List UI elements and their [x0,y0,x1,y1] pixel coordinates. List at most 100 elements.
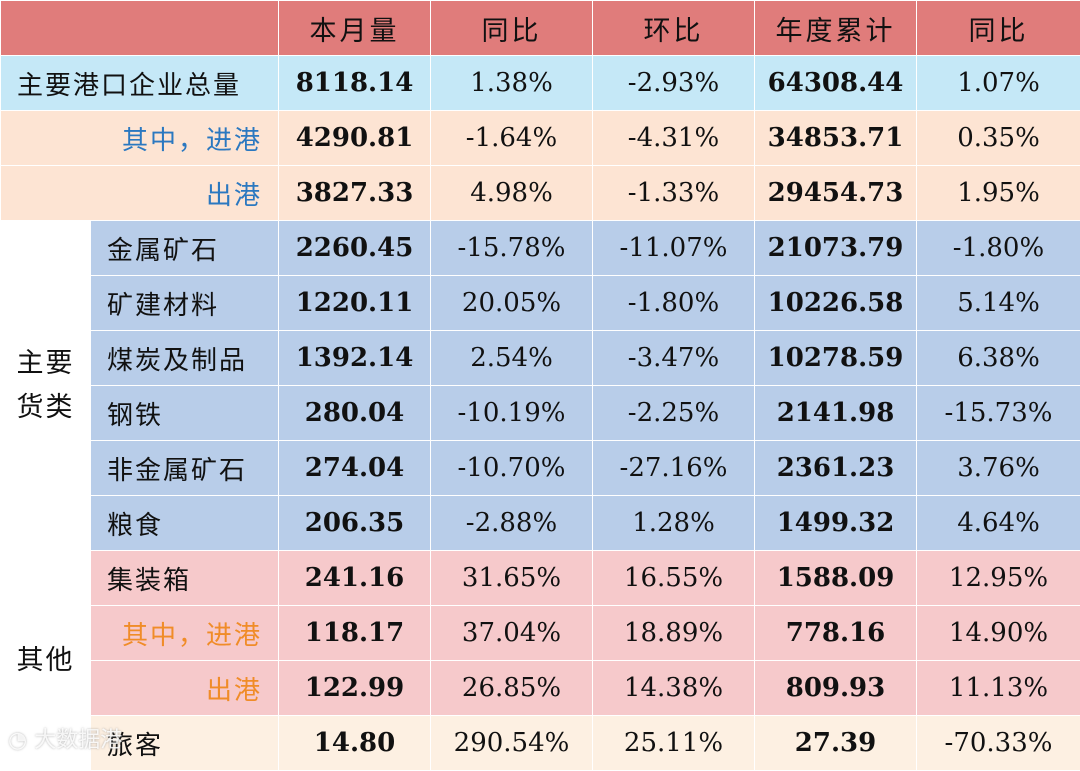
cell-yoy: -10.19% [431,386,593,441]
cell-ytd-yoy: 1.95% [917,166,1080,221]
group-label-cargo: 主要 货类 [1,221,91,551]
row-label: 其中，进港 [91,606,279,661]
cell-ytd: 778.16 [755,606,917,661]
cell-ytd: 21073.79 [755,221,917,276]
cell-ytd: 809.93 [755,661,917,716]
table-row: 钢铁 280.04 -10.19% -2.25% 2141.98 -15.73% [1,386,1080,441]
table-row: 主要港口企业总量 8118.14 1.38% -2.93% 64308.44 1… [1,56,1080,111]
cell-ytd-yoy: 11.13% [917,661,1080,716]
row-label: 煤炭及制品 [91,331,279,386]
cell-monthly: 241.16 [279,551,431,606]
cell-mom: -2.25% [593,386,755,441]
cell-mom: 16.55% [593,551,755,606]
header-row: 本月量 同比 环比 年度累计 同比 [1,1,1080,56]
row-label: 出港 [1,166,279,221]
table-row: 主要 货类 金属矿石 2260.45 -15.78% -11.07% 21073… [1,221,1080,276]
cell-ytd-yoy: 0.35% [917,111,1080,166]
cell-mom: -27.16% [593,441,755,496]
cell-ytd-yoy: 14.90% [917,606,1080,661]
table-row: 旅客 14.80 290.54% 25.11% 27.39 -70.33% [1,716,1080,771]
table-row: 出港 122.99 26.85% 14.38% 809.93 11.13% [1,661,1080,716]
cell-yoy: 1.38% [431,56,593,111]
cell-monthly: 122.99 [279,661,431,716]
cell-ytd-yoy: 4.64% [917,496,1080,551]
cell-mom: -2.93% [593,56,755,111]
cell-ytd-yoy: -15.73% [917,386,1080,441]
group-label-text: 主要 货类 [17,342,75,428]
cell-yoy: 20.05% [431,276,593,331]
cell-yoy: 37.04% [431,606,593,661]
cell-ytd-yoy: 5.14% [917,276,1080,331]
row-label: 集装箱 [91,551,279,606]
row-label: 旅客 [91,716,279,771]
cell-yoy: -10.70% [431,441,593,496]
cell-monthly: 14.80 [279,716,431,771]
cell-yoy: 4.98% [431,166,593,221]
header-monthly-volume: 本月量 [279,1,431,56]
row-label: 粮食 [91,496,279,551]
cell-yoy: -1.64% [431,111,593,166]
row-label: 出港 [91,661,279,716]
cell-ytd: 27.39 [755,716,917,771]
cell-ytd: 10226.58 [755,276,917,331]
header-ytd: 年度累计 [755,1,917,56]
cell-monthly: 3827.33 [279,166,431,221]
cell-mom: 18.89% [593,606,755,661]
cell-mom: -11.07% [593,221,755,276]
cell-ytd: 29454.73 [755,166,917,221]
cell-mom: -4.31% [593,111,755,166]
cell-mom: 1.28% [593,496,755,551]
cell-ytd-yoy: 3.76% [917,441,1080,496]
header-corner [1,1,279,56]
header-yoy: 同比 [431,1,593,56]
cell-monthly: 274.04 [279,441,431,496]
cell-monthly: 118.17 [279,606,431,661]
cell-ytd-yoy: -70.33% [917,716,1080,771]
row-label: 非金属矿石 [91,441,279,496]
cell-monthly: 4290.81 [279,111,431,166]
table-row: 非金属矿石 274.04 -10.70% -27.16% 2361.23 3.7… [1,441,1080,496]
cell-ytd: 34853.71 [755,111,917,166]
cell-mom: 25.11% [593,716,755,771]
cell-ytd-yoy: 12.95% [917,551,1080,606]
cell-monthly: 280.04 [279,386,431,441]
cell-ytd: 64308.44 [755,56,917,111]
cell-monthly: 1392.14 [279,331,431,386]
cell-ytd: 2141.98 [755,386,917,441]
cell-monthly: 1220.11 [279,276,431,331]
cell-mom: -3.47% [593,331,755,386]
row-label: 金属矿石 [91,221,279,276]
cell-monthly: 2260.45 [279,221,431,276]
header-ytd-yoy: 同比 [917,1,1080,56]
table-row: 粮食 206.35 -2.88% 1.28% 1499.32 4.64% [1,496,1080,551]
table-row: 其中，进港 118.17 37.04% 18.89% 778.16 14.90% [1,606,1080,661]
table-row: 矿建材料 1220.11 20.05% -1.80% 10226.58 5.14… [1,276,1080,331]
row-label: 钢铁 [91,386,279,441]
cell-ytd-yoy: 1.07% [917,56,1080,111]
cell-mom: -1.80% [593,276,755,331]
cell-monthly: 206.35 [279,496,431,551]
cell-mom: 14.38% [593,661,755,716]
cell-yoy: 26.85% [431,661,593,716]
table-row: 其他 集装箱 241.16 31.65% 16.55% 1588.09 12.9… [1,551,1080,606]
cell-yoy: 290.54% [431,716,593,771]
cell-yoy: -15.78% [431,221,593,276]
cell-ytd-yoy: -1.80% [917,221,1080,276]
row-label: 矿建材料 [91,276,279,331]
cell-ytd: 10278.59 [755,331,917,386]
group-label-other: 其他 [1,551,91,771]
cell-ytd: 1588.09 [755,551,917,606]
header-mom: 环比 [593,1,755,56]
cell-yoy: -2.88% [431,496,593,551]
row-label: 其中，进港 [1,111,279,166]
cell-yoy: 31.65% [431,551,593,606]
table-row: 出港 3827.33 4.98% -1.33% 29454.73 1.95% [1,166,1080,221]
row-label: 主要港口企业总量 [1,56,279,111]
table-row: 其中，进港 4290.81 -1.64% -4.31% 34853.71 0.3… [1,111,1080,166]
cell-monthly: 8118.14 [279,56,431,111]
cell-ytd: 1499.32 [755,496,917,551]
cell-ytd: 2361.23 [755,441,917,496]
cell-yoy: 2.54% [431,331,593,386]
cell-ytd-yoy: 6.38% [917,331,1080,386]
